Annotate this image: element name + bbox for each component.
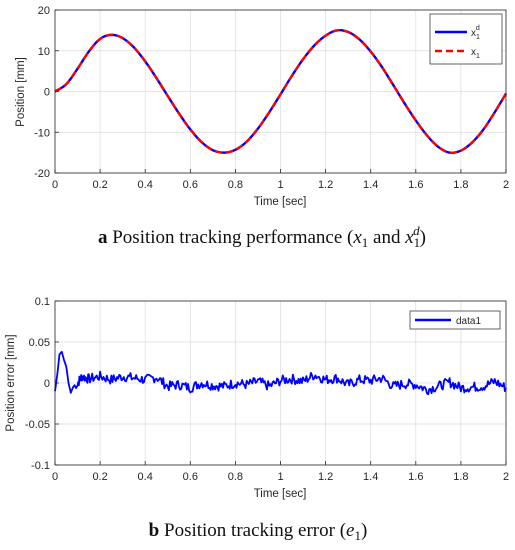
panel-a-y-ticks: -20 -10 0 10 20: [34, 5, 59, 180]
panel-b-x-tick-label: 0.8: [228, 471, 243, 483]
panel-a-x-tick-label: 1.4: [363, 179, 378, 191]
panel-a-series: [54, 28, 508, 155]
panel-b-y-tick-label: 0.05: [29, 337, 50, 349]
panel-a-x-tick-label: 0.6: [183, 179, 198, 191]
panel-a-y-tick-label: -10: [34, 127, 50, 139]
panel-b-x-tick-label: 1.4: [363, 471, 378, 483]
panel-b-caption: b Position tracking error (e1): [149, 520, 368, 543]
panel-b-legend-box: [409, 310, 501, 330]
panel-b-x-tick-label: 1.8: [453, 471, 468, 483]
panel-b-x-tick-label: 0.2: [92, 471, 107, 483]
panel-a-x-tick-label: 0: [52, 179, 58, 191]
panel-b-series: [54, 350, 507, 396]
panel-b-y-tick-label: -0.1: [31, 460, 50, 472]
panel-a-y-tick-label: 10: [38, 46, 50, 58]
panel-a-x-axis-label: Time [sec]: [254, 196, 307, 208]
panel-b-legend-label-data1: data1: [456, 316, 481, 327]
panel-a-x-tick-label: 1: [277, 179, 283, 191]
panel-a-legend: x1d x1: [429, 13, 503, 65]
panel-b-legend: data1: [409, 310, 501, 330]
panel-b-y-axis-label: Position error [mm]: [5, 334, 17, 431]
panel-b-caption-letter: b: [149, 520, 160, 541]
panel-a-x-tick-label: 0.2: [92, 179, 107, 191]
panel-a-y-tick-label: 0: [44, 87, 50, 99]
panel-b-x-tick-label: 0: [52, 471, 58, 483]
panel-b-x-tick-label: 0.6: [183, 471, 198, 483]
panel-a-x-tick-label: 0.4: [138, 179, 153, 191]
panel-a-y-axis-label: Position [mm]: [15, 57, 27, 127]
panel-b-x-tick-label: 0.4: [138, 471, 153, 483]
panel-a-x-tick-label: 0.8: [228, 179, 243, 191]
panel-b-y-tick-label: -0.05: [25, 419, 50, 431]
panel-a-legend-label-x1d: x1d: [471, 25, 480, 41]
panel-a-x-ticks: 0 0.2 0.4 0.6 0.8 1 1.2 1.4 1.6 1.8 2: [52, 169, 509, 191]
panel-b-series-line-data1: [54, 350, 507, 396]
panel-b-x-tick-label: 1.2: [318, 471, 333, 483]
panel-a-caption: a Position tracking performance (x1 and …: [98, 223, 426, 250]
panel-b-chart: 0 0.2 0.4 0.6 0.8 1 1.2 1.4 1.6 1.8 2 -0.1 -0.05 0 0.…: [5, 296, 509, 543]
panel-a-caption-letter: a: [98, 227, 108, 248]
panel-b-y-ticks: -0.1 -0.05 0 0.05 0.1: [25, 296, 59, 472]
panel-a-chart: 0 0.2 0.4 0.6 0.8 1 1.2 1.4 1.6 1.8 2 -20-1001020 …: [15, 5, 509, 250]
panel-a-x-tick-label: 2: [503, 179, 509, 191]
panel-b-x-tick-label: 1: [277, 471, 283, 483]
panel-b-x-tick-label: 1.6: [408, 471, 423, 483]
panel-a-x-tick-label: 1.6: [408, 179, 423, 191]
panel-a-legend-box: [429, 13, 503, 65]
panel-b-y-tick-label: 0: [44, 378, 50, 390]
panel-a-legend-label-x1: x1: [471, 47, 480, 60]
panel-b-y-tick-label: 0.1: [35, 296, 50, 308]
panel-a-y-tick-label: 20: [38, 5, 50, 17]
panel-a-y-tick-label: -20: [34, 168, 50, 180]
panel-a-series-line-x1: [54, 28, 508, 155]
panel-a-x-tick-label: 1.8: [453, 179, 468, 191]
panel-b-x-ticks: 0 0.2 0.4 0.6 0.8 1 1.2 1.4 1.6 1.8 2: [52, 461, 509, 483]
panel-b-x-tick-label: 2: [503, 471, 509, 483]
panel-b-x-axis-label: Time [sec]: [254, 488, 307, 500]
panel-a-x-tick-label: 1.2: [318, 179, 333, 191]
